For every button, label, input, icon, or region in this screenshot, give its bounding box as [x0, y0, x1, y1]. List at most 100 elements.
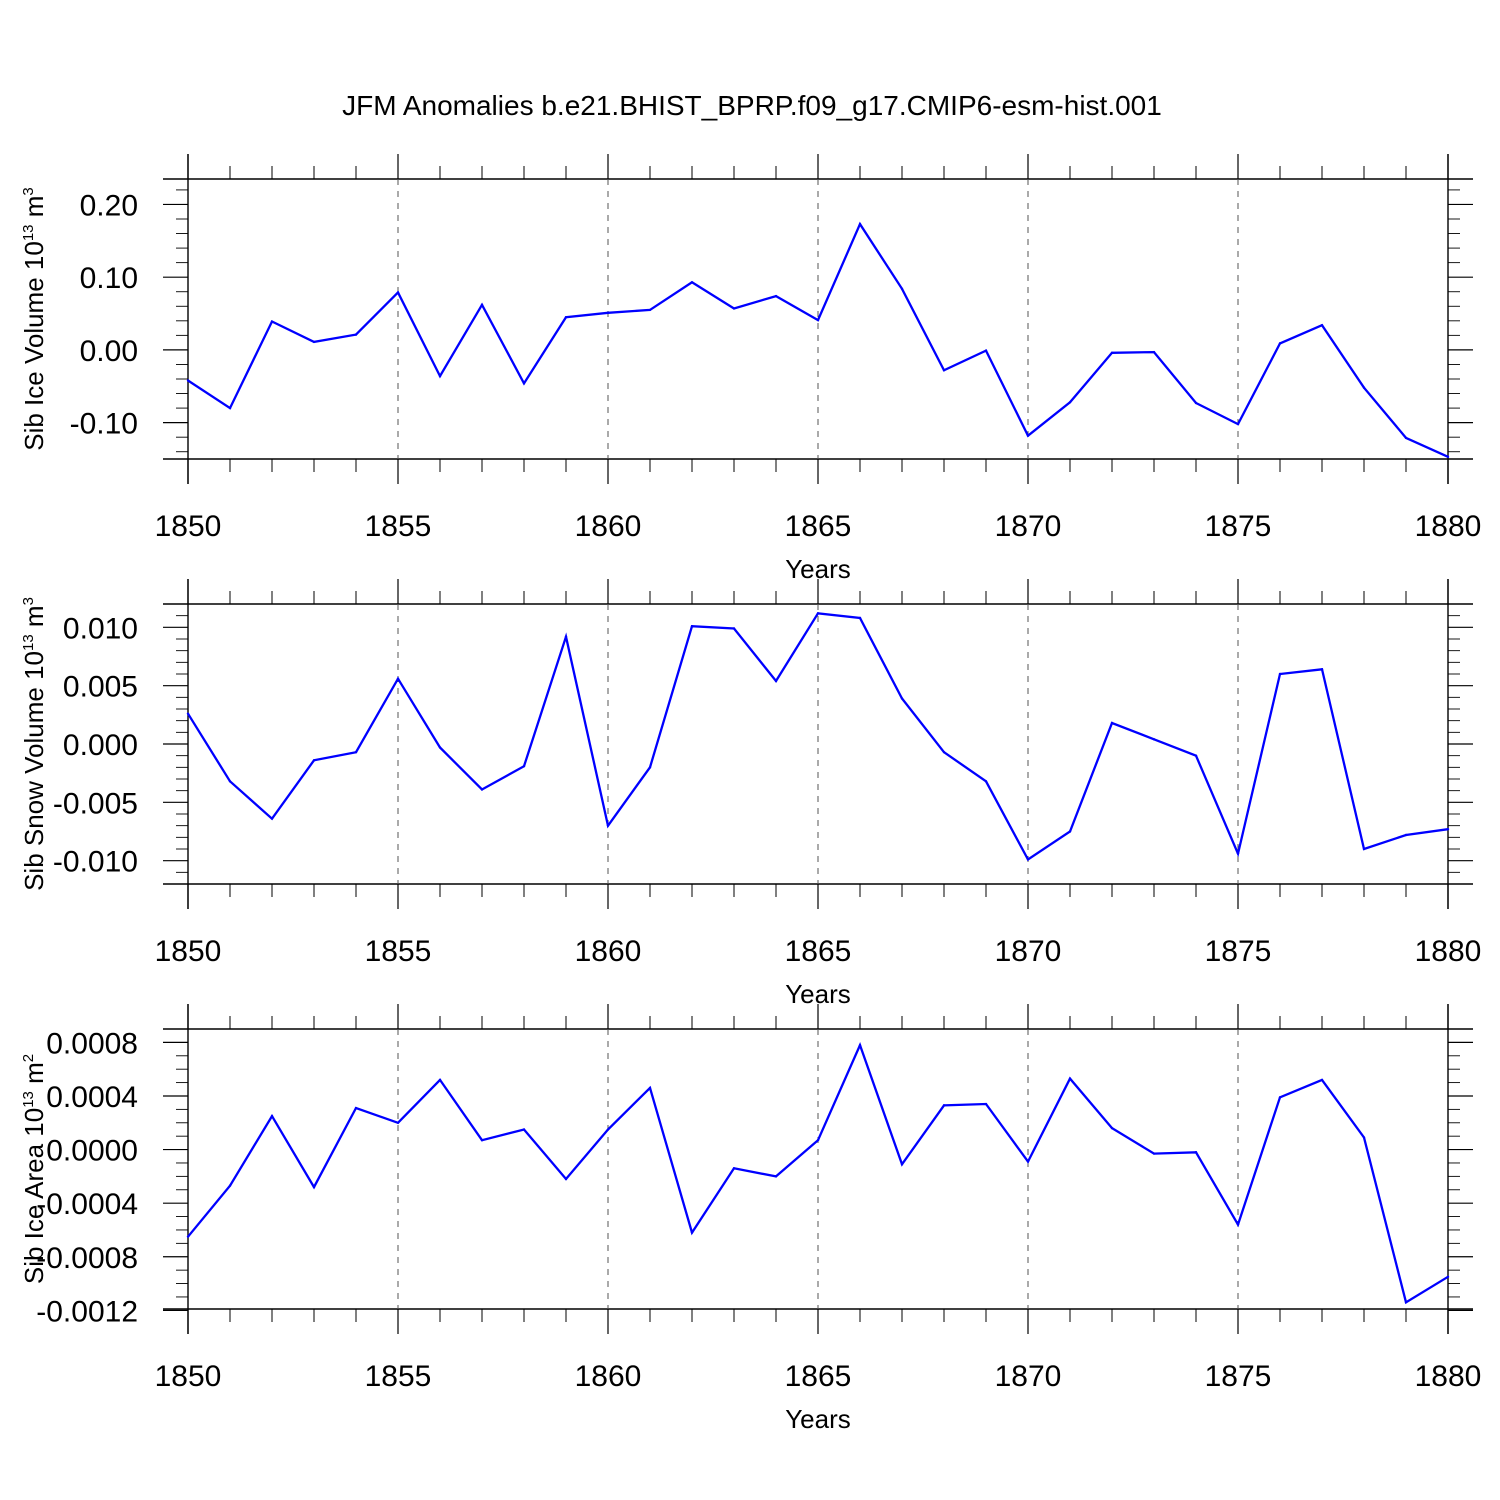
data-point	[858, 616, 862, 620]
data-point	[228, 1184, 232, 1187]
data-point	[1026, 858, 1030, 861]
x-tick-label: 1880	[1415, 1360, 1482, 1393]
data-point	[1236, 852, 1240, 855]
data-point	[228, 406, 232, 410]
data-point	[1026, 1160, 1030, 1163]
y-tick-label: 0.000	[63, 729, 138, 762]
x-tick-label: 1880	[1415, 935, 1482, 968]
data-point	[732, 627, 736, 630]
data-point	[816, 318, 820, 322]
data-point	[816, 612, 820, 615]
data-point	[942, 369, 946, 372]
data-point	[312, 340, 316, 344]
data-point	[774, 1175, 778, 1178]
data-point	[942, 750, 946, 754]
data-point	[774, 294, 778, 298]
data-point	[564, 635, 568, 638]
data-point	[816, 1138, 820, 1142]
x-tick-label: 1860	[575, 510, 642, 543]
data-point	[1278, 342, 1282, 345]
data-point	[1152, 350, 1156, 354]
x-tick-label: 1875	[1205, 1360, 1272, 1393]
data-point	[186, 379, 190, 382]
data-point	[438, 746, 442, 749]
x-tick-label: 1875	[1205, 510, 1272, 543]
y-tick-label: -0.005	[53, 787, 138, 820]
y-tick-label: -0.10	[70, 408, 138, 441]
y-tick-label: -0.010	[53, 846, 138, 879]
data-point	[186, 1235, 190, 1238]
y-tick-label: 0.0008	[46, 1027, 138, 1060]
x-tick-label: 1855	[365, 935, 432, 968]
data-point	[732, 1167, 736, 1170]
y-axis-label: Sib Ice Volume 1013 m3	[19, 187, 49, 451]
data-point	[1026, 434, 1030, 437]
data-point	[1152, 1152, 1156, 1155]
data-point	[186, 712, 190, 715]
data-point	[900, 287, 904, 291]
data-point	[1404, 436, 1408, 440]
data-point	[900, 697, 904, 700]
x-tick-label: 1865	[785, 1360, 852, 1393]
data-point	[1152, 738, 1156, 741]
data-point	[690, 281, 694, 284]
x-tick-label: 1875	[1205, 935, 1272, 968]
y-axis-label: Sib Ice Area 1013 m2	[19, 1054, 49, 1284]
data-point	[228, 780, 232, 783]
data-point	[732, 307, 736, 310]
panel-3: -0.0012 -0.0008 -0.0004 0.0000 0.0004 0.0008 1…	[19, 1004, 1481, 1434]
data-point	[606, 311, 610, 315]
x-tick-label: 1855	[365, 1360, 432, 1393]
data-point	[1236, 422, 1240, 426]
data-point	[1320, 323, 1324, 327]
x-axis-label: Years	[785, 1404, 851, 1434]
x-tick-label: 1880	[1415, 510, 1482, 543]
data-point	[984, 349, 988, 352]
data-point	[1278, 1096, 1282, 1099]
data-point	[522, 764, 526, 768]
data-point	[648, 766, 652, 769]
data-point	[1320, 1078, 1324, 1082]
panel-2: -0.010 -0.005 0.000 0.005 0.010 1850 1855 1860 1…	[19, 579, 1481, 1009]
data-point	[354, 750, 358, 754]
panel-1: -0.10 0.00 0.10 0.20 1850 1855 1860 1865 1870 187…	[19, 154, 1481, 584]
data-point	[480, 788, 484, 791]
data-point	[1194, 401, 1198, 405]
data-point	[1446, 455, 1450, 459]
data-point	[396, 1121, 400, 1124]
data-point	[270, 320, 274, 323]
data-point	[1236, 1223, 1240, 1226]
data-point	[354, 333, 358, 336]
data-point	[1404, 833, 1408, 837]
data-point	[438, 374, 442, 378]
x-tick-label: 1865	[785, 935, 852, 968]
data-point	[1194, 1151, 1198, 1154]
data-point	[858, 222, 862, 226]
data-point	[1446, 1275, 1450, 1279]
y-tick-label: 0.0004	[46, 1081, 138, 1114]
x-tick-label: 1855	[365, 510, 432, 543]
data-point	[774, 679, 778, 683]
data-point	[396, 677, 400, 680]
data-point	[354, 1106, 358, 1110]
data-point	[1446, 827, 1450, 831]
data-point	[1068, 1077, 1072, 1080]
data-point	[1362, 1136, 1366, 1139]
data-point	[1110, 1126, 1114, 1130]
data-point	[1110, 351, 1114, 355]
data-point	[312, 759, 316, 762]
data-point	[270, 1114, 274, 1118]
data-point	[312, 1185, 316, 1189]
data-point	[942, 1104, 946, 1107]
data-point	[480, 1138, 484, 1142]
data-point	[396, 291, 400, 294]
data-point	[1320, 668, 1324, 671]
data-point	[522, 1128, 526, 1131]
y-tick-label: 0.00	[80, 335, 138, 368]
data-point	[690, 1231, 694, 1234]
data-point	[564, 1177, 568, 1181]
data-point	[1110, 721, 1114, 725]
y-tick-label: 0.10	[80, 262, 138, 295]
data-point	[1362, 847, 1366, 851]
